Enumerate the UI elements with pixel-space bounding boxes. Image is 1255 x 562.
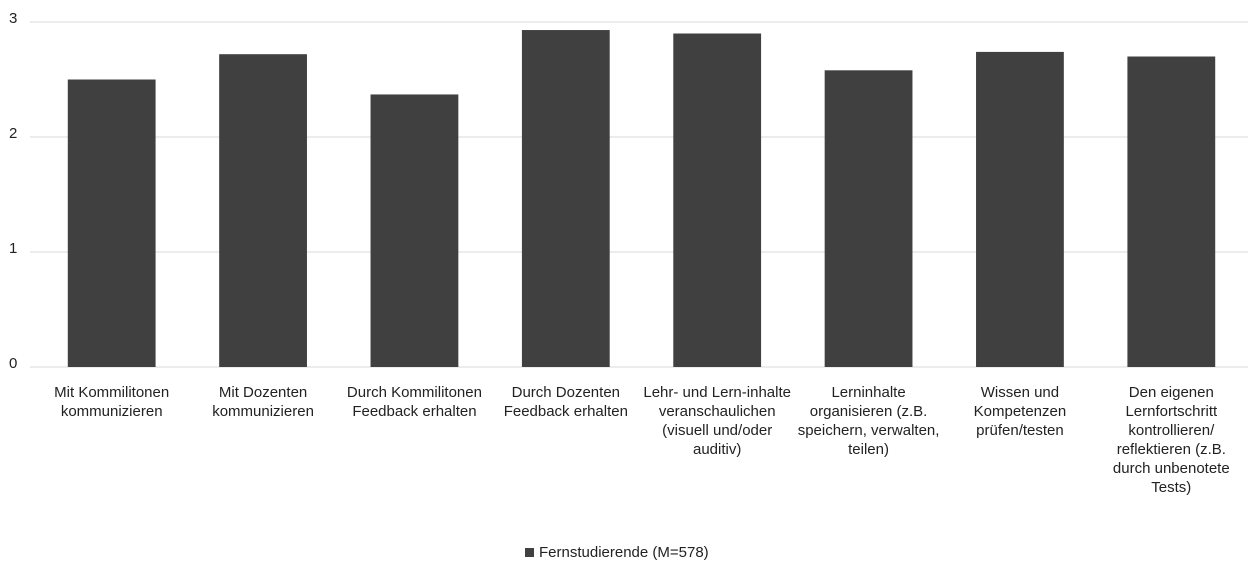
x-tick-label: Mit Dozenten kommunizieren: [212, 384, 314, 420]
x-tick-label: Mit Kommilitonen kommunizieren: [54, 384, 170, 420]
x-tick-label: Wissen und Kompetenzen prüfen/testen: [973, 384, 1067, 439]
y-tick-label: 1: [9, 240, 17, 257]
bar: [67, 79, 156, 367]
y-tick-label: 3: [9, 10, 17, 27]
legend-label: Fernstudierende (M=578): [539, 544, 709, 561]
y-tick-label: 0: [9, 355, 17, 372]
bar: [521, 30, 610, 368]
y-tick-label: 2: [9, 125, 17, 142]
legend-swatch: [525, 548, 534, 557]
bar: [976, 51, 1064, 368]
bar: [370, 94, 459, 367]
bar: [1127, 56, 1216, 367]
x-tick-label: Durch Kommilitonen Feedback erhalten: [346, 384, 482, 420]
bar: [219, 54, 307, 367]
bar: [824, 70, 913, 368]
x-tick-label: Den eigenen Lernfortschritt kontrolliere…: [1112, 384, 1230, 496]
x-tick-label: Durch Dozenten Feedback erhalten: [503, 384, 628, 420]
x-tick-label: Lerninhalte organisieren (z.B. speichern…: [797, 384, 940, 458]
bar: [673, 33, 762, 367]
x-tick-label: Lehr- und Lern-inhalte veranschaulichen …: [643, 384, 791, 458]
